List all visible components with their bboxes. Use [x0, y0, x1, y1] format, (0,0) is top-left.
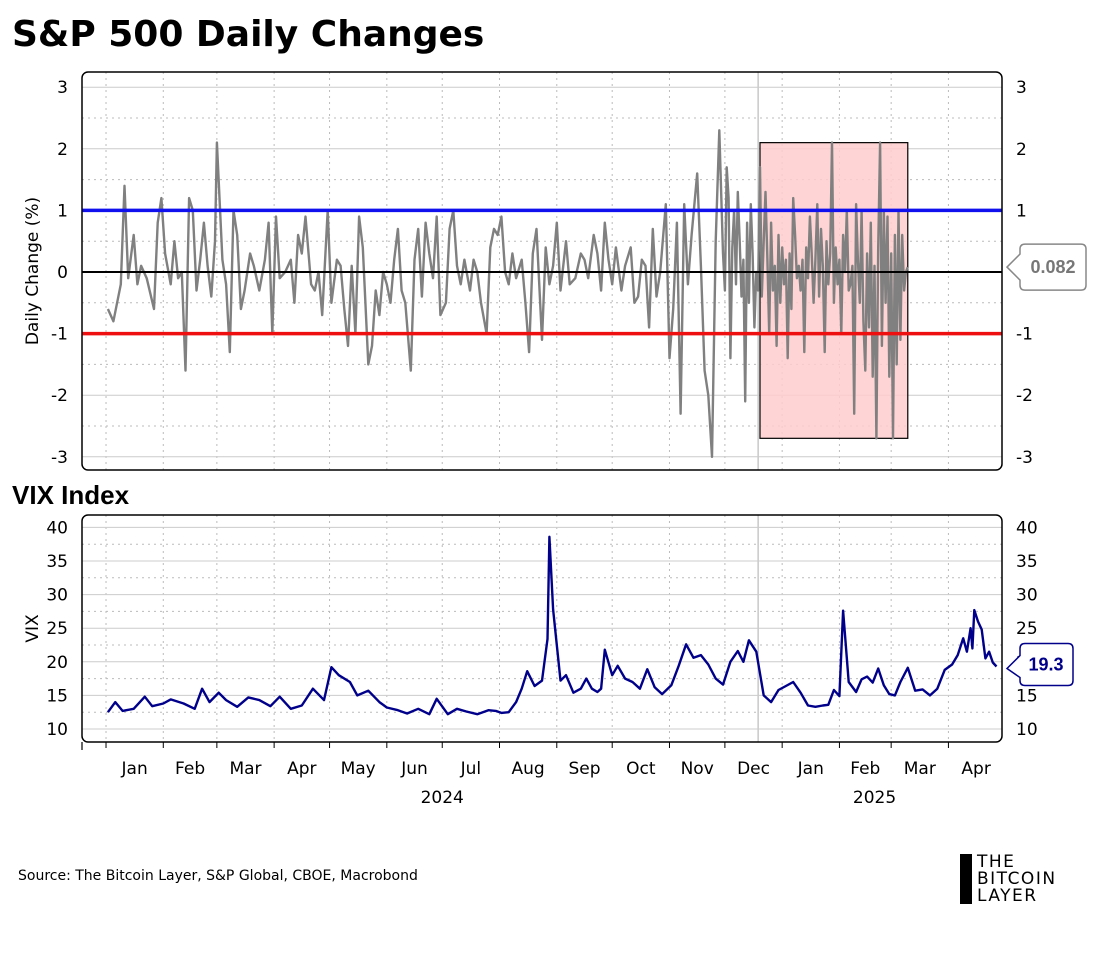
x-month-label: Jan — [121, 759, 148, 779]
logo-line-1: THE — [977, 852, 1016, 872]
x-month-label: Apr — [961, 759, 990, 779]
vix-chart-title: VIX Index — [12, 480, 130, 510]
y-tick-label-left: 20 — [46, 653, 68, 673]
x-month-label: Feb — [175, 759, 205, 779]
y-tick-label-left: 3 — [57, 78, 68, 98]
x-month-label: Apr — [287, 759, 316, 779]
last-value-callout — [1005, 243, 1087, 291]
y-tick-label-right: 3 — [1016, 78, 1027, 98]
source-note: Source: The Bitcoin Layer, S&P Global, C… — [18, 868, 418, 884]
y-tick-label-right: 25 — [1016, 619, 1038, 639]
x-month-label: Jan — [797, 759, 824, 779]
y-tick-label-left: 1 — [57, 201, 68, 221]
x-month-label: Jul — [460, 759, 482, 779]
y-tick-label-left: 15 — [46, 686, 68, 706]
last-value-label: 19.3 — [1028, 655, 1063, 675]
x-month-label: Sep — [568, 759, 600, 779]
y-tick-label-right: 35 — [1016, 552, 1038, 572]
x-month-label: Mar — [229, 759, 261, 779]
x-month-label: Oct — [626, 759, 656, 779]
y-tick-label-right: 30 — [1016, 586, 1038, 606]
bitcoin-layer-logo: THE BITCOIN LAYER — [960, 852, 1090, 906]
y-tick-label-right: -2 — [1016, 386, 1033, 406]
x-month-label: Mar — [904, 759, 936, 779]
y-tick-label-left: 40 — [46, 518, 68, 538]
y-tick-label-left: -1 — [51, 325, 68, 345]
x-month-label: Nov — [681, 759, 714, 779]
x-month-label: May — [341, 759, 376, 779]
y-tick-label-left: 0 — [57, 263, 68, 283]
y-axis-label: VIX — [23, 614, 43, 643]
last-value-label: 0.082 — [1030, 257, 1075, 277]
y-tick-label-left: 2 — [57, 140, 68, 160]
chart-title: S&P 500 Daily Changes — [12, 14, 485, 55]
x-year-label: 2025 — [853, 788, 896, 808]
spx-daily-change-line — [106, 129, 909, 458]
logo-line-2: BITCOIN — [977, 869, 1057, 889]
y-tick-label-right: -1 — [1016, 325, 1033, 345]
y-axis-label: Daily Change (%) — [23, 197, 43, 345]
y-tick-label-right: 40 — [1016, 518, 1038, 538]
logo-line-3: LAYER — [977, 886, 1038, 906]
y-tick-label-right: -3 — [1016, 448, 1033, 468]
y-tick-label-right: 1 — [1016, 201, 1027, 221]
y-tick-label-left: 35 — [46, 552, 68, 572]
x-year-label: 2024 — [421, 788, 464, 808]
y-tick-label-left: 30 — [46, 586, 68, 606]
last-value-callout — [1005, 642, 1074, 687]
plot-frame — [81, 71, 1003, 471]
x-month-label: Aug — [512, 759, 545, 779]
shared-x-axis: Jan Feb Mar Apr May Jun Jul Aug Sep Oct Nov Dec Jan F… — [81, 742, 991, 808]
vix-line — [106, 535, 998, 716]
x-month-label: Feb — [850, 759, 880, 779]
y-tick-label-left: 10 — [46, 720, 68, 740]
x-month-label: Dec — [737, 759, 770, 779]
vix-chart: 4040353530302525202015151010VIX19.3 — [23, 514, 1074, 743]
y-tick-label-right: 10 — [1016, 720, 1038, 740]
logo-bar — [960, 854, 972, 904]
y-tick-label-left: -2 — [51, 386, 68, 406]
y-tick-label-left: 25 — [46, 619, 68, 639]
plot-frame — [81, 514, 1003, 743]
y-tick-label-right: 15 — [1016, 686, 1038, 706]
y-tick-label-left: -3 — [51, 448, 68, 468]
y-tick-label-right: 2 — [1016, 140, 1027, 160]
x-month-label: Jun — [400, 759, 428, 779]
